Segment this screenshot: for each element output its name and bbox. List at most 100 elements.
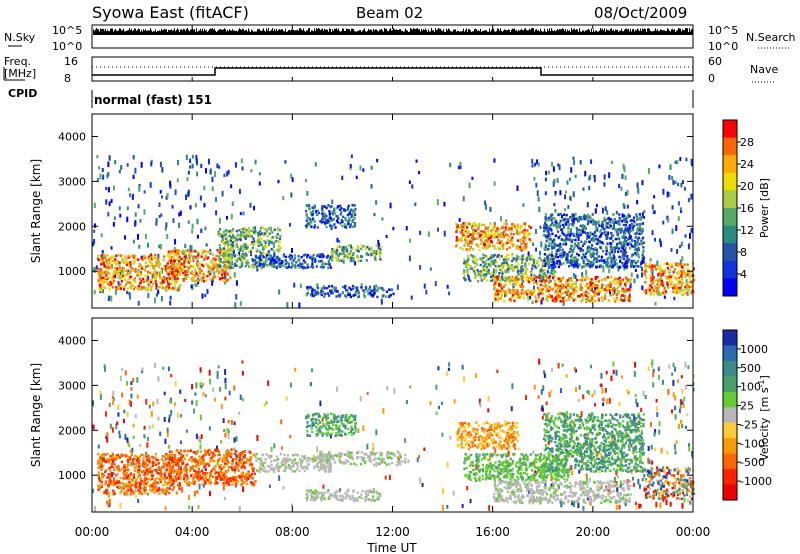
echo-point [616, 228, 619, 233]
echo-point [477, 232, 480, 235]
echo-point [641, 229, 644, 233]
echo-point [560, 256, 563, 259]
echo-point [225, 260, 228, 264]
nsky-bar [686, 28, 687, 35]
nsky-bar [499, 30, 500, 35]
nsky-bar [211, 28, 212, 35]
echo-point [545, 295, 548, 298]
echo-point [504, 269, 507, 272]
echo-point [471, 248, 475, 251]
date-label: 08/Oct/2009 [594, 4, 687, 22]
echo-point [460, 239, 463, 242]
nsky-bar [496, 31, 497, 35]
echo-point [544, 227, 548, 230]
echo-point [508, 278, 512, 281]
echo-point [342, 208, 346, 211]
echo-point [234, 264, 237, 267]
echo-point [463, 243, 467, 247]
echo-point [156, 286, 159, 290]
echo-point [520, 242, 523, 246]
echo-point [544, 213, 548, 216]
echo-point [636, 274, 639, 279]
echo-point [233, 236, 236, 239]
nsky-bar [452, 31, 453, 35]
nsky-bar [504, 29, 505, 35]
echo-point [547, 265, 551, 269]
echo-point [594, 223, 598, 227]
echo-point [98, 166, 101, 170]
echo-point [599, 230, 602, 234]
nsky-bar [279, 29, 280, 35]
nsky-bar [633, 28, 634, 35]
echo-point [598, 224, 601, 228]
echo-point [330, 288, 333, 292]
echo-point [545, 223, 548, 227]
echo-point [248, 234, 251, 237]
echo-point [626, 227, 629, 231]
echo-point [166, 262, 169, 265]
echo-point [376, 288, 379, 291]
echo-point [191, 223, 194, 229]
echo-point [499, 277, 502, 280]
nsky-bar [343, 28, 344, 35]
echo-point [687, 284, 690, 287]
echo-point [338, 245, 341, 248]
echo-point [192, 259, 195, 263]
nsky-bar [237, 31, 238, 35]
nsky-bar [363, 29, 364, 35]
echo-point [302, 259, 305, 262]
echo-point [623, 216, 626, 220]
echo-point [666, 266, 669, 270]
echo-point [467, 222, 470, 225]
echo-point [612, 246, 615, 249]
echo-point [321, 209, 324, 212]
echo-point [191, 250, 194, 254]
echo-point [557, 224, 560, 227]
echo-point [475, 274, 478, 277]
echo-point [685, 157, 688, 162]
echo-point [610, 257, 613, 260]
cpid-value: normal (fast) 151 [94, 93, 212, 107]
echo-point [609, 218, 612, 221]
echo-point [640, 215, 643, 219]
echo-point [132, 287, 136, 291]
echo-point [349, 251, 352, 255]
echo-point [513, 289, 516, 292]
echo-point [600, 278, 604, 282]
echo-point [626, 225, 629, 229]
echo-point [270, 237, 273, 240]
echo-point [331, 285, 334, 288]
nsky-bar [408, 31, 409, 35]
nsky-bar [243, 28, 244, 35]
echo-point [522, 246, 525, 249]
nsky-bar [247, 31, 248, 35]
echo-point [199, 263, 202, 266]
echo-point [240, 262, 243, 266]
echo-point [114, 266, 117, 270]
echo-point [634, 236, 637, 240]
echo-point [280, 259, 283, 263]
echo-point [544, 218, 547, 221]
nsky-bar [568, 30, 569, 35]
echo-point [105, 186, 108, 191]
echo-point [613, 217, 616, 221]
nsky-bar [319, 28, 320, 35]
nsky-bar [643, 29, 644, 35]
echo-point [662, 220, 665, 225]
echo-point [135, 257, 138, 261]
echo-point [490, 229, 493, 233]
echo-point [100, 254, 103, 257]
nsky-bar [221, 29, 222, 35]
nsky-bar [261, 31, 262, 35]
echo-point [154, 270, 158, 273]
echo-point [263, 239, 266, 243]
nsky-bar [276, 28, 277, 35]
echo-point [584, 263, 587, 266]
echo-point [628, 294, 631, 298]
echo-point [565, 223, 568, 226]
echo-point [618, 237, 621, 240]
echo-point [685, 291, 688, 295]
nsky-bar [534, 31, 535, 35]
echo-point [112, 221, 115, 227]
echo-point [579, 282, 582, 286]
